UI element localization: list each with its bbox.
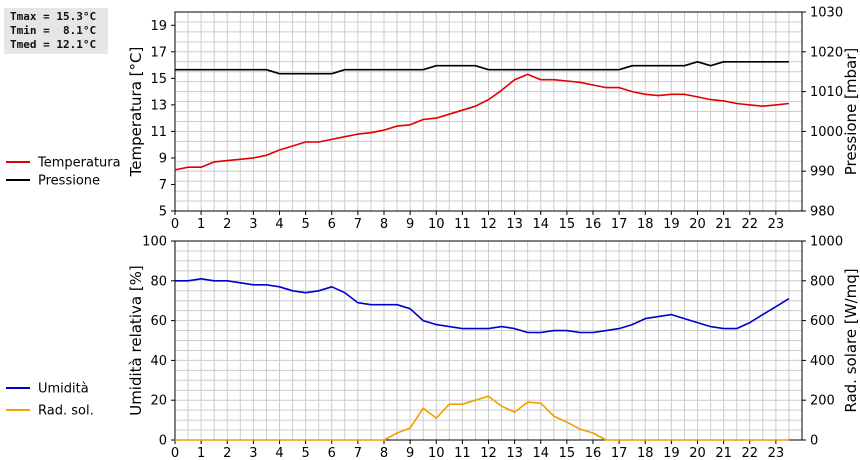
x-tick-label: 15 [559, 446, 576, 460]
y-axis-label: Umidità relativa [%] [127, 265, 145, 416]
legend-label: Umidità [38, 382, 89, 397]
y2-tick-label: 0 [810, 434, 818, 449]
y-tick-label: 100 [142, 235, 167, 250]
x-tick-label: 14 [532, 446, 549, 460]
x-tick-label: 18 [637, 217, 654, 232]
x-tick-label: 21 [715, 217, 732, 232]
series-line [175, 60, 789, 75]
y2-tick-label: 200 [810, 394, 835, 409]
y-tick-label: 0 [159, 434, 167, 449]
x-tick-label: 17 [611, 446, 628, 460]
y2-tick-label: 1010 [810, 85, 843, 100]
y2-axis-label: Pressione [mbar] [842, 48, 860, 176]
x-tick-label: 20 [689, 217, 706, 232]
x-tick-label: 19 [663, 217, 680, 232]
x-tick-label: 8 [380, 217, 388, 232]
x-tick-label: 12 [480, 217, 497, 232]
stat-tmin: Tmin = 8.1°C [10, 24, 97, 37]
x-tick-label: 13 [506, 217, 523, 232]
x-tick-label: 0 [171, 217, 179, 232]
x-tick-label: 14 [532, 217, 549, 232]
y2-tick-label: 1000 [810, 235, 843, 250]
x-tick-label: 10 [428, 217, 445, 232]
x-tick-label: 1 [197, 217, 205, 232]
x-tick-label: 15 [559, 217, 576, 232]
x-tick-label: 23 [768, 217, 785, 232]
x-tick-label: 3 [249, 446, 257, 460]
x-tick-label: 5 [301, 446, 309, 460]
stat-tmed: Tmed = 12.1°C [10, 38, 97, 51]
x-tick-label: 9 [406, 446, 414, 460]
x-tick-label: 12 [480, 446, 497, 460]
x-tick-label: 7 [354, 217, 362, 232]
x-tick-label: 6 [328, 217, 336, 232]
x-tick-label: 13 [506, 446, 523, 460]
y2-tick-label: 1000 [810, 125, 843, 140]
x-tick-label: 16 [585, 217, 602, 232]
x-tick-label: 22 [741, 446, 758, 460]
x-tick-label: 22 [741, 217, 758, 232]
y2-tick-label: 1030 [810, 6, 843, 21]
y-axis-label: Temperatura [°C] [127, 47, 145, 178]
x-tick-label: 2 [223, 217, 231, 232]
x-tick-label: 18 [637, 446, 654, 460]
x-tick-label: 0 [171, 446, 179, 460]
stat-tmax: Tmax = 15.3°C [10, 10, 97, 23]
y-tick-label: 5 [159, 205, 167, 220]
y2-tick-label: 1020 [810, 45, 843, 60]
x-tick-label: 21 [715, 446, 732, 460]
x-tick-label: 20 [689, 446, 706, 460]
y2-tick-label: 980 [810, 205, 835, 220]
y2-tick-label: 990 [810, 165, 835, 180]
x-tick-label: 9 [406, 217, 414, 232]
series-line [174, 73, 789, 171]
legend-label: Pressione [38, 174, 100, 189]
legend-label: Rad. sol. [38, 404, 94, 419]
y-tick-label: 13 [150, 98, 167, 113]
y-tick-label: 40 [150, 354, 167, 369]
y2-tick-label: 400 [810, 354, 835, 369]
series-line [175, 395, 789, 441]
x-tick-label: 3 [249, 217, 257, 232]
y-tick-label: 17 [150, 45, 167, 60]
y-tick-label: 7 [159, 178, 167, 193]
x-tick-label: 10 [428, 446, 445, 460]
y-tick-label: 20 [150, 394, 167, 409]
stats-box: Tmax = 15.3°C Tmin = 8.1°C Tmed = 12.1°C [4, 8, 108, 54]
x-tick-label: 7 [354, 446, 362, 460]
x-tick-label: 23 [768, 446, 785, 460]
x-tick-label: 1 [197, 446, 205, 460]
y2-tick-label: 600 [810, 314, 835, 329]
y-tick-label: 11 [150, 125, 167, 140]
y-tick-label: 15 [150, 72, 167, 87]
x-tick-label: 17 [611, 217, 628, 232]
y2-axis-label: Rad. solare [W/mq] [842, 268, 860, 412]
legend-label: Temperatura [37, 156, 121, 171]
x-tick-label: 4 [275, 446, 283, 460]
y-tick-label: 80 [150, 274, 167, 289]
y-tick-label: 60 [150, 314, 167, 329]
x-tick-label: 16 [585, 446, 602, 460]
y-tick-label: 19 [150, 19, 167, 34]
x-tick-label: 11 [454, 217, 471, 232]
x-tick-label: 11 [454, 446, 471, 460]
x-tick-label: 4 [275, 217, 283, 232]
y-tick-label: 9 [159, 151, 167, 166]
x-tick-label: 6 [328, 446, 336, 460]
x-tick-label: 8 [380, 446, 388, 460]
x-tick-label: 5 [301, 217, 309, 232]
y2-tick-label: 800 [810, 274, 835, 289]
x-tick-label: 19 [663, 446, 680, 460]
x-tick-label: 2 [223, 446, 231, 460]
series-line [175, 277, 790, 334]
